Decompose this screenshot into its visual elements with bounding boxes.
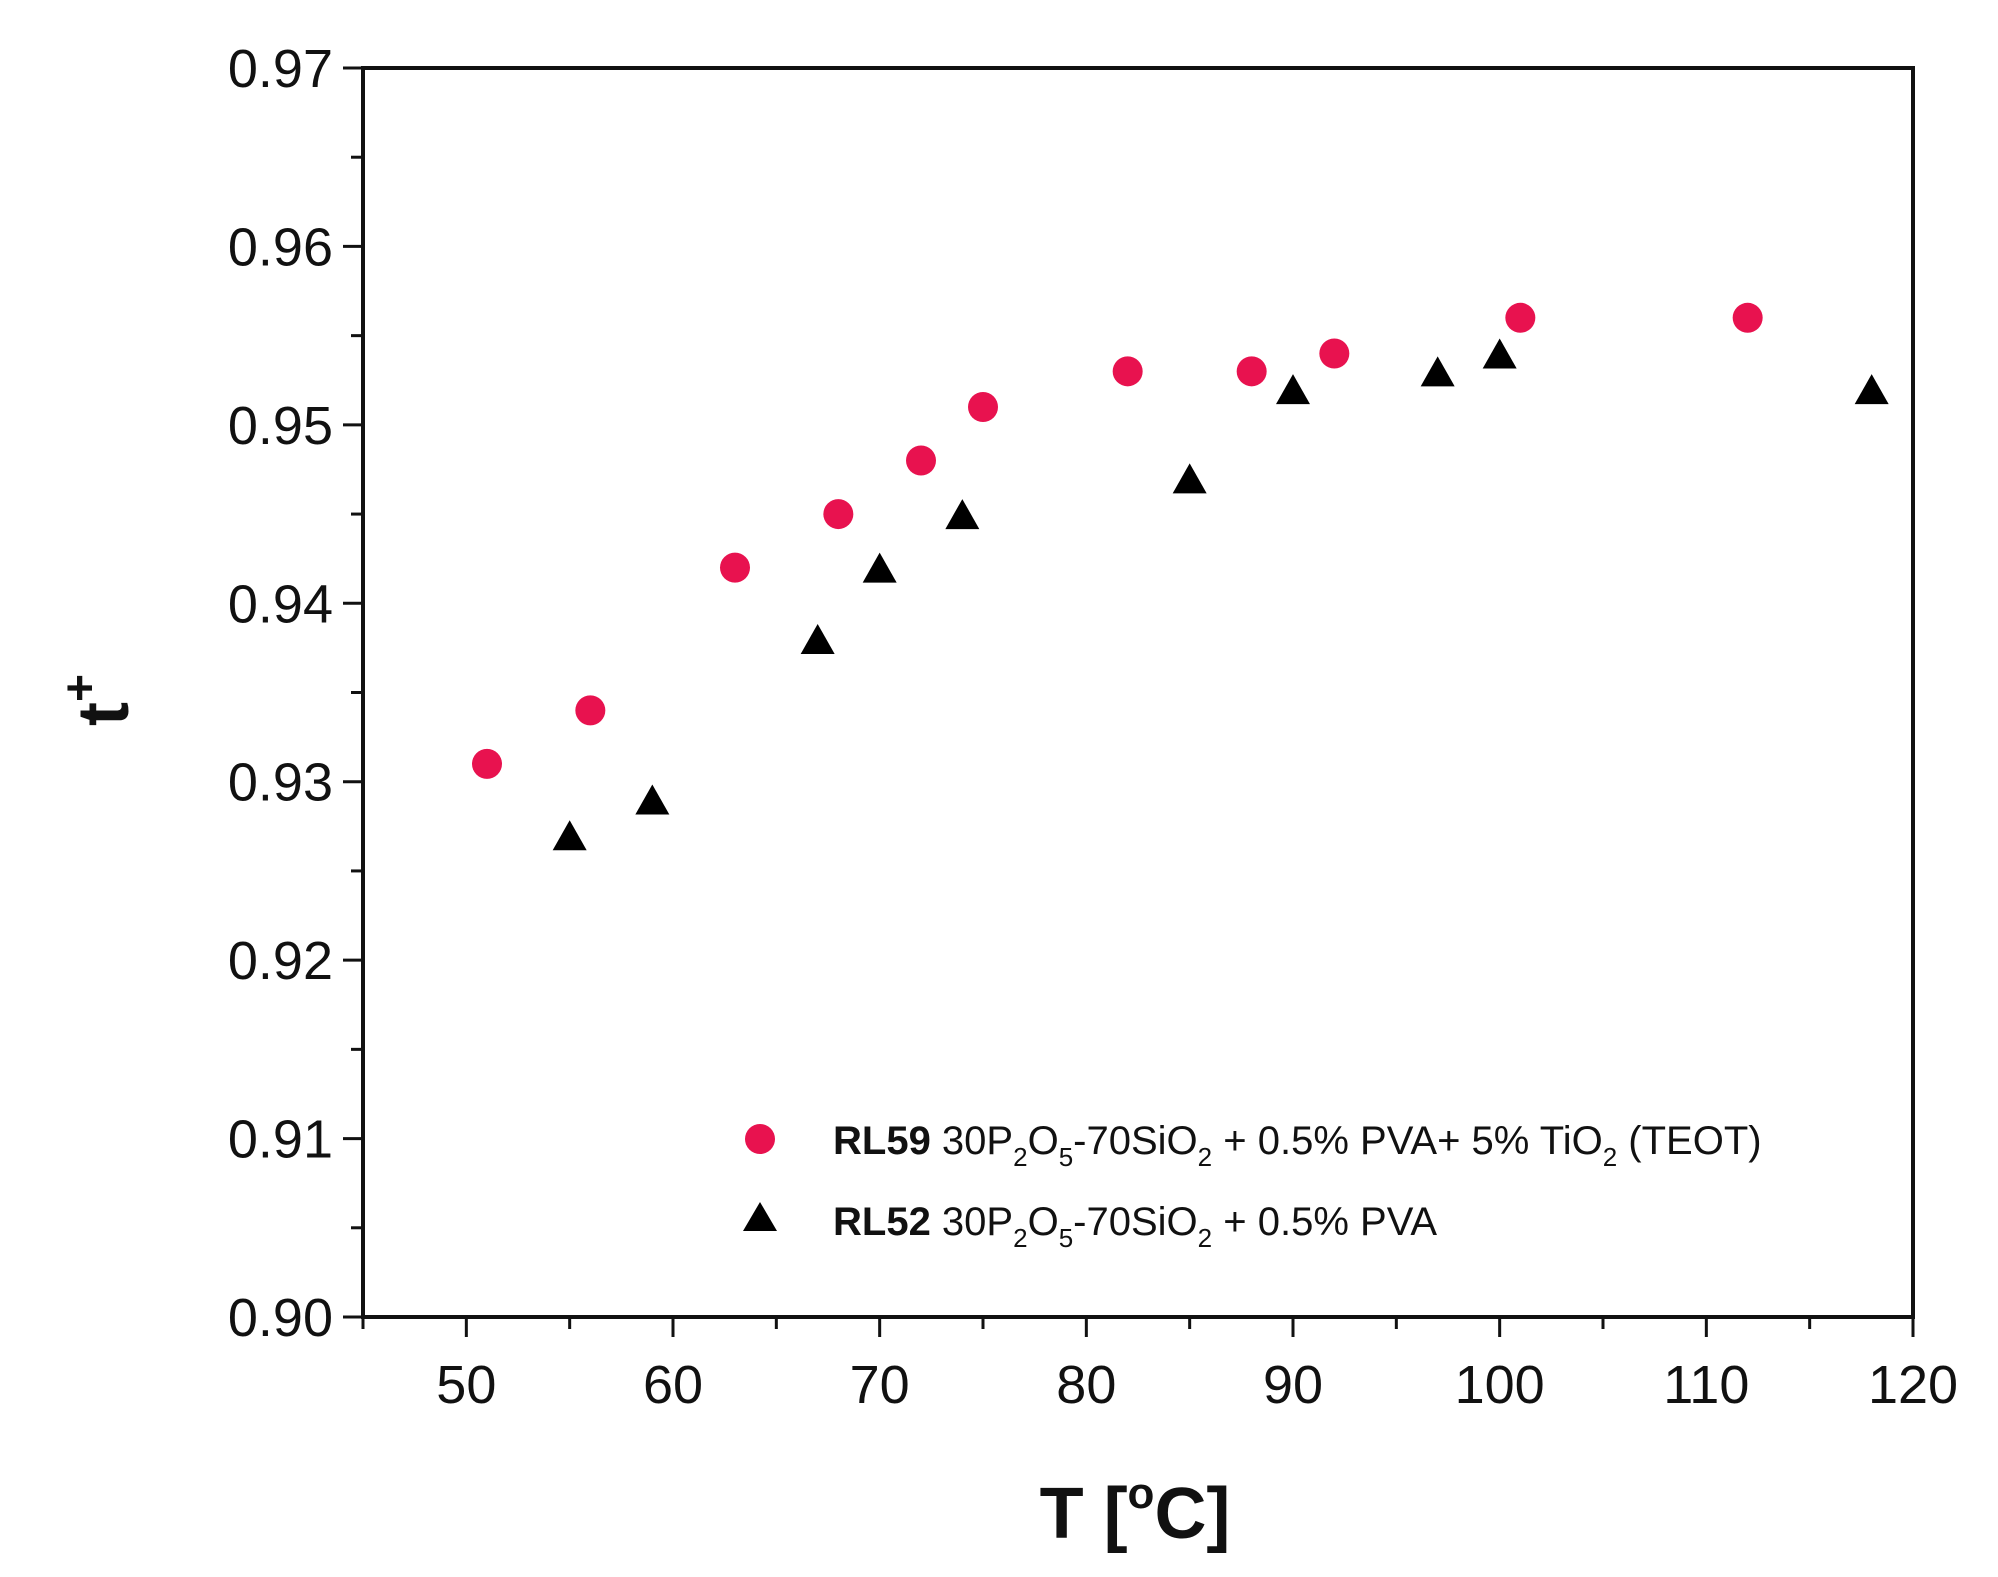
- data-point-rl52: [862, 552, 897, 583]
- y-tick-label: 0.91: [228, 1110, 333, 1170]
- data-point-rl52: [1482, 338, 1517, 369]
- data-point-rl59: [1505, 302, 1536, 333]
- x-tick-label: 70: [850, 1355, 910, 1415]
- data-point-rl59: [906, 445, 936, 476]
- data-point-rl59: [720, 552, 750, 583]
- x-tick-label: 80: [1056, 1355, 1116, 1415]
- y-tick-label: 0.92: [228, 931, 333, 991]
- series-rl59: [472, 302, 1763, 779]
- x-tick-label: 50: [436, 1355, 496, 1415]
- data-point-rl59: [823, 499, 854, 530]
- data-point-rl59: [1112, 356, 1143, 387]
- legend-label-rl59: RL59 30P2O5-70SiO2 + 0.5% PVA+ 5% TiO2 (…: [833, 1119, 1762, 1172]
- data-point-rl52: [1172, 463, 1207, 494]
- data-point-rl52: [800, 623, 835, 654]
- series-rl52: [552, 338, 1889, 851]
- svg-text:t+: t+: [54, 674, 144, 726]
- y-tick-label: 0.90: [228, 1288, 333, 1348]
- y-tick-label: 0.95: [228, 396, 333, 456]
- data-point-rl59: [968, 392, 998, 423]
- data-point-rl52: [552, 820, 587, 851]
- series-layer: [472, 302, 1889, 851]
- data-point-rl52: [1854, 374, 1889, 405]
- x-tick-label: 60: [643, 1355, 703, 1415]
- y-tick-label: 0.97: [228, 39, 333, 99]
- x-tick-label: 90: [1263, 1355, 1323, 1415]
- data-point-rl59: [1732, 302, 1763, 333]
- data-point-rl59: [1319, 338, 1350, 369]
- data-point-rl52: [635, 784, 670, 815]
- data-point-rl59: [472, 748, 502, 779]
- y-tick-label: 0.93: [228, 753, 333, 813]
- data-point-rl59: [575, 695, 606, 726]
- y-tick-label: 0.96: [228, 217, 333, 277]
- y-axis-title: t+: [54, 674, 144, 726]
- data-point-rl52: [945, 499, 980, 530]
- x-tick-label: 100: [1455, 1355, 1545, 1415]
- x-ticks: 50 60 70 80 90 100 110 120: [361, 1317, 1958, 1415]
- data-point-rl59: [1236, 356, 1267, 387]
- x-tick-label: 110: [1663, 1355, 1749, 1415]
- data-point-rl52: [1276, 374, 1310, 405]
- legend: RL59 30P2O5-70SiO2 + 0.5% PVA+ 5% TiO2 (…: [743, 1119, 1762, 1253]
- data-point-rl52: [1420, 356, 1455, 387]
- legend-marker-rl59: [745, 1124, 775, 1154]
- x-axis-title: T [oC]: [1040, 1469, 1231, 1554]
- legend-marker-rl52: [743, 1202, 777, 1231]
- legend-label-rl52: RL52 30P2O5-70SiO2 + 0.5% PVA: [833, 1200, 1437, 1253]
- x-tick-label: 120: [1868, 1355, 1958, 1415]
- y-ticks: 0.90 0.91 0.92 0.93 0.94 0.95 0.96 0.97: [228, 39, 363, 1348]
- y-tick-label: 0.94: [228, 574, 333, 634]
